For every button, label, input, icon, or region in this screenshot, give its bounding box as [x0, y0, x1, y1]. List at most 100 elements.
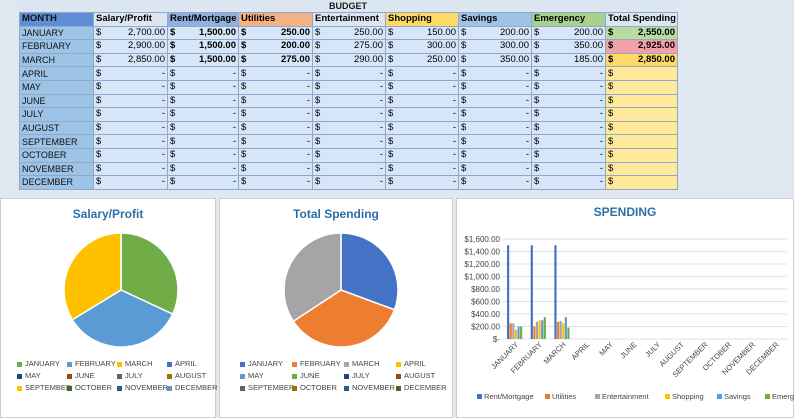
- value-cell[interactable]: $275.00: [238, 52, 313, 68]
- value-cell[interactable]: $ -: [93, 161, 168, 177]
- month-cell[interactable]: NOVEMBER: [19, 161, 94, 177]
- value-cell[interactable]: $ -: [312, 66, 386, 81]
- month-cell[interactable]: APRIL: [19, 66, 94, 81]
- value-cell[interactable]: $ -: [167, 120, 239, 136]
- legend-entry[interactable]: MARCH: [344, 359, 380, 368]
- month-cell[interactable]: OCTOBER: [19, 147, 94, 163]
- value-cell[interactable]: $250.00: [238, 25, 313, 41]
- value-cell[interactable]: $ -: [238, 175, 313, 190]
- legend-entry[interactable]: JUNE: [292, 371, 320, 380]
- value-cell[interactable]: $ -: [531, 134, 606, 149]
- legend-entry[interactable]: APRIL: [167, 359, 197, 368]
- value-cell[interactable]: $ -: [312, 147, 386, 163]
- month-cell[interactable]: JUNE: [19, 93, 94, 109]
- value-cell[interactable]: $2,700.00: [93, 25, 168, 41]
- value-cell[interactable]: $ -: [167, 79, 239, 95]
- value-cell[interactable]: $ -: [312, 175, 386, 190]
- value-cell[interactable]: $ -: [531, 107, 606, 122]
- value-cell[interactable]: $ -: [238, 134, 313, 149]
- value-cell[interactable]: $250.00: [385, 52, 459, 68]
- pie-slice[interactable]: [292, 289, 396, 348]
- pie-slice[interactable]: [283, 232, 342, 323]
- value-cell[interactable]: $185.00: [531, 52, 606, 68]
- pie-slice[interactable]: [120, 232, 179, 316]
- value-cell[interactable]: $: [605, 161, 678, 177]
- value-cell[interactable]: $ -: [458, 66, 532, 81]
- value-cell[interactable]: $1,500.00: [167, 25, 239, 41]
- legend-entry[interactable]: MARCH: [117, 359, 153, 368]
- column-header[interactable]: Salary/Profit: [93, 12, 168, 27]
- bar[interactable]: [530, 245, 533, 339]
- value-cell[interactable]: $ -: [385, 93, 459, 109]
- legend-entry[interactable]: JANUARY: [240, 359, 283, 368]
- column-header[interactable]: Rent/Mortgage: [167, 12, 239, 27]
- legend-label[interactable]: Savings: [724, 392, 751, 401]
- month-cell[interactable]: JULY: [19, 107, 94, 122]
- value-cell[interactable]: $ -: [531, 93, 606, 109]
- value-cell[interactable]: $ -: [531, 147, 606, 163]
- value-cell[interactable]: $ -: [93, 107, 168, 122]
- legend-entry[interactable]: SEPTEMBER: [240, 383, 294, 392]
- column-header[interactable]: Shopping: [385, 12, 459, 27]
- legend-entry[interactable]: FEBRUARY: [292, 359, 341, 368]
- value-cell[interactable]: $ -: [385, 66, 459, 81]
- value-cell[interactable]: $1,500.00: [167, 39, 239, 54]
- value-cell[interactable]: $ -: [238, 93, 313, 109]
- total-spending-chart-panel[interactable]: Total Spending JANUARY FEBRUARY MARCH APRIL…: [219, 198, 453, 418]
- value-cell[interactable]: $ -: [312, 134, 386, 149]
- pie-slice[interactable]: [340, 232, 399, 311]
- bar[interactable]: [559, 320, 562, 339]
- legend-entry[interactable]: DECEMBER: [167, 383, 218, 392]
- legend-entry[interactable]: OCTOBER: [292, 383, 337, 392]
- legend-entry[interactable]: MAY: [17, 371, 41, 380]
- value-cell[interactable]: $ -: [458, 79, 532, 95]
- legend-label[interactable]: Emergency: [772, 392, 794, 401]
- value-cell[interactable]: $ -: [312, 161, 386, 177]
- value-cell[interactable]: $200.00: [238, 39, 313, 54]
- value-cell[interactable]: $350.00: [458, 52, 532, 68]
- bar[interactable]: [562, 323, 565, 339]
- value-cell[interactable]: $200.00: [458, 25, 532, 41]
- pie-slice[interactable]: [63, 232, 122, 321]
- legend-entry[interactable]: AUGUST: [167, 371, 206, 380]
- salary-chart-panel[interactable]: Salary/Profit JANUARY FEBRUARY MARCH APRIL M…: [0, 198, 218, 418]
- legend-entry[interactable]: JULY: [117, 371, 143, 380]
- bar[interactable]: [556, 321, 560, 339]
- value-cell[interactable]: $ -: [93, 120, 168, 136]
- legend-entry[interactable]: FEBRUARY: [67, 359, 116, 368]
- month-cell[interactable]: SEPTEMBER: [19, 134, 94, 149]
- value-cell[interactable]: $300.00: [385, 39, 459, 54]
- value-cell[interactable]: $ -: [238, 120, 313, 136]
- value-cell[interactable]: $2,925.00: [605, 39, 678, 54]
- bar[interactable]: [533, 326, 536, 340]
- value-cell[interactable]: $ -: [167, 175, 239, 190]
- month-cell[interactable]: JANUARY: [19, 25, 94, 41]
- column-header[interactable]: Utilities: [238, 12, 313, 27]
- value-cell[interactable]: $ -: [93, 147, 168, 163]
- bar[interactable]: [541, 320, 544, 339]
- value-cell[interactable]: $ -: [93, 134, 168, 149]
- value-cell[interactable]: $ -: [238, 147, 313, 163]
- bar[interactable]: [554, 245, 557, 339]
- value-cell[interactable]: $ -: [238, 107, 313, 122]
- bar[interactable]: [514, 329, 518, 339]
- legend-entry[interactable]: AUGUST: [396, 371, 435, 380]
- value-cell[interactable]: $ -: [93, 175, 168, 190]
- pie-slice[interactable]: [71, 289, 174, 348]
- value-cell[interactable]: $ -: [93, 79, 168, 95]
- column-header[interactable]: Savings: [458, 12, 532, 27]
- bar[interactable]: [567, 327, 570, 339]
- value-cell[interactable]: $ -: [167, 134, 239, 149]
- value-cell[interactable]: $ -: [238, 66, 313, 81]
- legend-entry[interactable]: JUNE: [67, 371, 95, 380]
- legend-label[interactable]: Entertainment: [602, 392, 650, 401]
- value-cell[interactable]: $ -: [385, 161, 459, 177]
- value-cell[interactable]: $ -: [93, 66, 168, 81]
- value-cell[interactable]: $ -: [167, 107, 239, 122]
- value-cell[interactable]: $290.00: [312, 52, 386, 68]
- value-cell[interactable]: $ -: [531, 66, 606, 81]
- value-cell[interactable]: $275.00: [312, 39, 386, 54]
- value-cell[interactable]: $: [605, 175, 678, 190]
- value-cell[interactable]: $ -: [312, 107, 386, 122]
- value-cell[interactable]: $ -: [458, 175, 532, 190]
